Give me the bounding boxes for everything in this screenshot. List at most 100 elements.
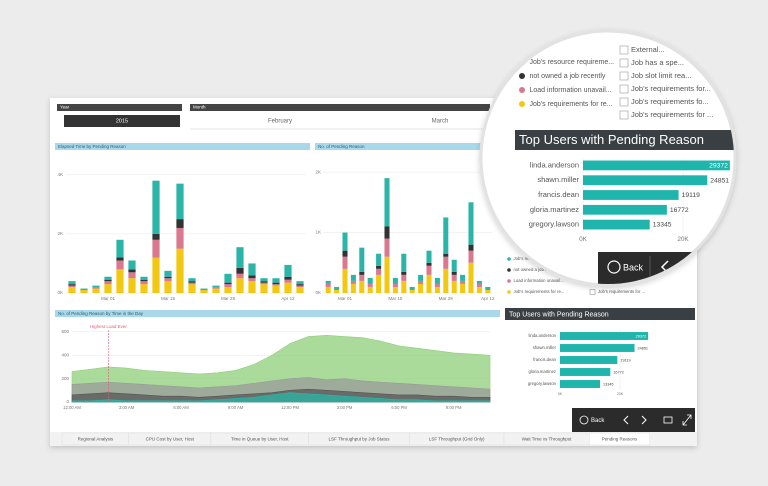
- bar-segment: [325, 280, 331, 284]
- bar-segment: [460, 283, 466, 293]
- nav-arrows[interactable]: [623, 415, 647, 425]
- bar-segment: [272, 285, 280, 293]
- checkbox[interactable]: [619, 97, 629, 107]
- checkbox[interactable]: [619, 45, 629, 55]
- bar-segment: [342, 256, 348, 269]
- legend-label[interactable]: Job's resource requireme...: [530, 59, 615, 66]
- checkbox[interactable]: [619, 58, 629, 68]
- legend-swatch: [519, 87, 525, 93]
- bar-segment: [359, 280, 365, 293]
- bar-segment: [384, 226, 390, 239]
- bar-segment: [350, 274, 356, 281]
- bar-segment: [116, 269, 124, 293]
- legend-label[interactable]: Load information unavail...: [530, 87, 612, 94]
- y-tick-label: 600: [61, 329, 69, 334]
- bar-segment: [236, 267, 244, 274]
- checkbox-label[interactable]: Job slot limit rea...: [631, 71, 691, 80]
- x-tick-label: 3:00 AM: [119, 405, 135, 410]
- y-tick-label: 200: [61, 376, 69, 381]
- category-label: shawn.miller: [537, 175, 579, 184]
- bar-segment: [284, 276, 292, 280]
- back-button[interactable]: Back: [591, 418, 605, 424]
- legend-label[interactable]: not owned a job recently: [530, 73, 606, 80]
- x-tick-label: 0K: [558, 392, 563, 396]
- print-icon[interactable]: [663, 416, 673, 424]
- tab-label[interactable]: Regional Analysis: [78, 437, 114, 442]
- legend-label[interactable]: Job's requirements for re...: [514, 289, 565, 294]
- bar-segment: [434, 277, 440, 284]
- month-option[interactable]: February: [268, 119, 292, 125]
- checkbox[interactable]: [619, 71, 629, 81]
- tab-label[interactable]: LSF Throughput by Job Status: [329, 437, 391, 442]
- back-icon[interactable]: [579, 415, 589, 425]
- year-value[interactable]: 2015: [116, 118, 128, 124]
- bar: [560, 380, 601, 388]
- month-option[interactable]: March: [432, 119, 449, 125]
- bar-segment: [367, 286, 373, 293]
- year-option[interactable]: [64, 115, 180, 127]
- bar-segment: [152, 257, 160, 293]
- tab-label[interactable]: Time in Queue by User, Host: [231, 437, 289, 442]
- legend-label[interactable]: Job's requirements for re...: [530, 101, 613, 108]
- checkbox-label[interactable]: Job's requirements for ...: [598, 289, 645, 294]
- bar-segment: [68, 284, 76, 286]
- bar-segment: [384, 178, 390, 227]
- bar-segment: [451, 274, 457, 281]
- bar-segment: [401, 274, 407, 281]
- x-tick-label: 20K: [617, 392, 624, 396]
- checkbox-label[interactable]: Job's requirements for ...: [631, 110, 713, 119]
- tab-label[interactable]: Pending Reasons: [602, 437, 638, 442]
- bar-segment: [384, 256, 390, 293]
- bar-segment: [485, 289, 491, 293]
- category-label: gloria.martinez: [529, 369, 556, 374]
- tab[interactable]: [589, 432, 651, 446]
- checkbox[interactable]: [589, 289, 596, 295]
- checkbox[interactable]: [619, 110, 629, 120]
- bar-segment: [224, 273, 232, 283]
- bar-segment: [164, 270, 172, 277]
- bar-segment: [260, 282, 268, 285]
- bar-segment: [468, 250, 474, 263]
- value-label: 24851: [638, 346, 648, 350]
- checkbox-label[interactable]: Job has a spe...: [631, 58, 684, 67]
- bar-segment: [236, 273, 244, 279]
- bar-segment: [128, 278, 136, 293]
- expand-icon[interactable]: [682, 414, 692, 426]
- bar-segment: [376, 268, 382, 275]
- legend-label[interactable]: Load information unavail...: [514, 278, 564, 283]
- value-label: 19119: [620, 358, 630, 362]
- category-label: gloria.martinez: [530, 205, 579, 214]
- checkbox[interactable]: [619, 84, 629, 94]
- tab-label[interactable]: Wait Time vs Throughput: [522, 437, 573, 442]
- bar-segment: [272, 278, 280, 283]
- bar-segment: [401, 271, 407, 275]
- bar-segment: [140, 279, 148, 282]
- bar-segment: [272, 282, 280, 285]
- value-label: 29372: [636, 334, 646, 338]
- bar-segment: [212, 288, 220, 293]
- checkbox-label[interactable]: External...: [631, 45, 665, 54]
- x-tick-label: Mar 01: [101, 296, 116, 301]
- zoom-back-button[interactable]: Back: [623, 262, 644, 272]
- bar-segment: [460, 280, 466, 284]
- bar-segment: [401, 253, 407, 272]
- bar-segment: [392, 277, 398, 284]
- legend-label[interactable]: not owned a job recently: [514, 267, 561, 272]
- category-label: linda.anderson: [529, 333, 557, 338]
- bar-segment: [176, 183, 184, 220]
- checkbox-label[interactable]: Job's requirements for...: [631, 84, 711, 93]
- tab-label[interactable]: CPU Cost by User, Host: [146, 437, 195, 442]
- bar-segment: [384, 238, 390, 257]
- zoom-back-icon[interactable]: [607, 260, 621, 274]
- tab-label[interactable]: LSF Throughput (Grid Only): [429, 437, 485, 442]
- bar-segment: [200, 288, 208, 291]
- bar: [583, 219, 650, 230]
- bar-segment: [296, 285, 304, 288]
- bar-segment: [334, 289, 340, 293]
- toolbar: [572, 408, 695, 432]
- bar-segment: [426, 250, 432, 263]
- bar-segment: [176, 219, 184, 228]
- bar: [560, 332, 649, 340]
- checkbox-label[interactable]: Job's requirements fo...: [631, 97, 709, 106]
